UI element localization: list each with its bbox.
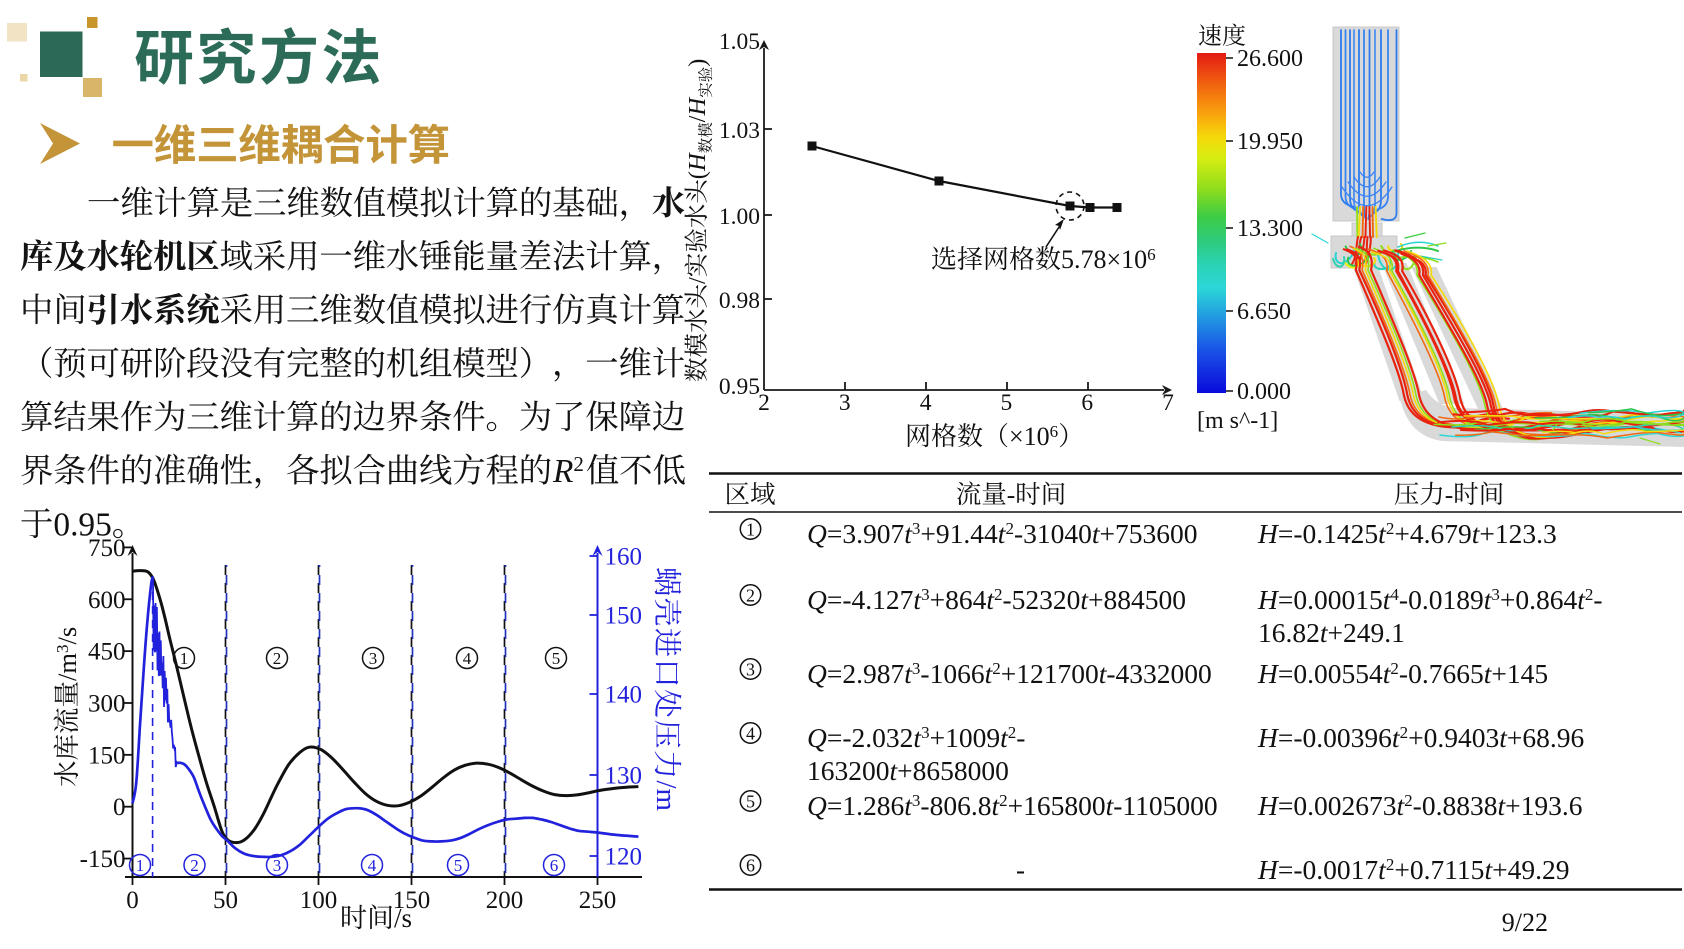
- svg-text:/m: /m: [52, 653, 82, 681]
- svg-text:Q=1.286t3​-806.8t2​+165800t-11: Q=1.286t3​-806.8t2​+165800t-1105000: [807, 790, 1218, 821]
- svg-text:4: 4: [746, 723, 755, 743]
- svg-text:1.05: 1.05: [719, 29, 760, 55]
- svg-text:2: 2: [190, 856, 199, 875]
- svg-text:5.78×106: 5.78×106: [1061, 245, 1156, 274]
- svg-text:150: 150: [88, 742, 126, 769]
- svg-text:3: 3: [746, 659, 755, 679]
- svg-text:300: 300: [88, 691, 126, 718]
- svg-text:19.950: 19.950: [1237, 129, 1303, 155]
- svg-text:16.82t+249.1: 16.82t+249.1: [1258, 617, 1405, 648]
- svg-text:150: 150: [605, 603, 643, 630]
- svg-text:3: 3: [273, 856, 282, 875]
- svg-text:1.03: 1.03: [719, 118, 760, 144]
- svg-text:50: 50: [213, 887, 238, 914]
- svg-text:H=-0.00396t2​+0.9403t+68.96: H=-0.00396t2​+0.9403t+68.96: [1257, 722, 1584, 753]
- svg-text:200: 200: [486, 887, 524, 914]
- svg-text:0.95: 0.95: [719, 374, 760, 400]
- svg-text:/s: /s: [52, 627, 82, 645]
- svg-text:Q=2.987t3​-1066t2​+121700t-433: Q=2.987t3​-1066t2​+121700t-4332000: [807, 658, 1212, 689]
- svg-text:5: 5: [1001, 390, 1013, 416]
- svg-text:600: 600: [88, 587, 126, 614]
- svg-text:250: 250: [579, 887, 617, 914]
- svg-text:1: 1: [136, 856, 145, 875]
- svg-text:H: H: [684, 97, 711, 117]
- svg-text:4: 4: [368, 856, 377, 875]
- svg-text:4: 4: [920, 390, 932, 416]
- svg-text:3: 3: [53, 645, 72, 654]
- svg-text:-: -: [1016, 855, 1025, 885]
- svg-text:/m: /m: [650, 781, 682, 812]
- svg-text:1.00: 1.00: [719, 204, 760, 230]
- svg-text:130: 130: [605, 763, 643, 790]
- svg-text:): ): [684, 59, 711, 67]
- svg-text:6: 6: [550, 856, 559, 875]
- svg-text:0.000: 0.000: [1237, 379, 1291, 405]
- svg-text:R2: R2: [552, 452, 584, 490]
- svg-text:5: 5: [552, 649, 561, 668]
- svg-text:-150: -150: [80, 846, 126, 873]
- svg-text:163200t+8658000: 163200t+8658000: [807, 755, 1009, 786]
- svg-text:/: /: [684, 277, 711, 284]
- svg-text:-: -: [1445, 480, 1454, 509]
- svg-text:2: 2: [758, 390, 770, 416]
- svg-text:2: 2: [746, 585, 755, 605]
- svg-text:120: 120: [605, 844, 643, 871]
- svg-text:0.98: 0.98: [719, 288, 760, 314]
- svg-text:9/22: 9/22: [1502, 908, 1548, 937]
- svg-text:0: 0: [113, 794, 126, 821]
- svg-text:3: 3: [369, 649, 378, 668]
- svg-text:Q=3.907t3​+91.44t2​-31040t+753: Q=3.907t3​+91.44t2​-31040t+753600: [807, 518, 1198, 549]
- svg-text:100: 100: [300, 887, 338, 914]
- svg-text:7: 7: [1162, 390, 1174, 416]
- svg-text:H=0.00015t4​-0.0189t3​+0.864t2: H=0.00015t4​-0.0189t3​+0.864t2​-: [1257, 584, 1603, 615]
- svg-text:26.600: 26.600: [1237, 46, 1303, 72]
- svg-text:3: 3: [839, 390, 851, 416]
- svg-text:H=0.002673t2​-0.8838t+193.6: H=0.002673t2​-0.8838t+193.6: [1257, 790, 1582, 821]
- svg-text:5: 5: [746, 791, 755, 811]
- svg-text:6: 6: [746, 855, 755, 875]
- svg-text:150: 150: [393, 887, 431, 914]
- svg-text:5: 5: [454, 856, 463, 875]
- svg-text:H: H: [684, 152, 711, 172]
- svg-text:4: 4: [463, 649, 472, 668]
- svg-text:Q=-2.032t3​+1009t2​-: Q=-2.032t3​+1009t2​-: [807, 722, 1025, 753]
- svg-text:1: 1: [180, 649, 189, 668]
- svg-text:13.300: 13.300: [1237, 216, 1303, 242]
- svg-text:H=-0.1425t2​+4.679t+123.3: H=-0.1425t2​+4.679t+123.3: [1257, 518, 1557, 549]
- svg-text:6.650: 6.650: [1237, 299, 1291, 325]
- svg-text:140: 140: [605, 682, 643, 709]
- svg-text:-: -: [1007, 480, 1016, 509]
- svg-text:/s: /s: [394, 903, 412, 933]
- svg-text:(: (: [684, 171, 711, 179]
- svg-text:6: 6: [1081, 390, 1093, 416]
- svg-text:1: 1: [746, 519, 755, 539]
- svg-text:[m s^-1]: [m s^-1]: [1197, 408, 1278, 434]
- svg-text:0: 0: [126, 887, 139, 914]
- svg-text:750: 750: [88, 535, 126, 562]
- svg-text:H=0.00554t2​-0.7665t+145: H=0.00554t2​-0.7665t+145: [1257, 658, 1548, 689]
- svg-text:450: 450: [88, 639, 126, 666]
- svg-text:160: 160: [605, 544, 643, 571]
- svg-text:H=-0.0017t2​+0.7115t+49.29: H=-0.0017t2​+0.7115t+49.29: [1257, 854, 1569, 885]
- svg-text:0.95: 0.95: [53, 507, 111, 544]
- svg-text:2: 2: [273, 649, 282, 668]
- svg-text:/: /: [684, 115, 711, 122]
